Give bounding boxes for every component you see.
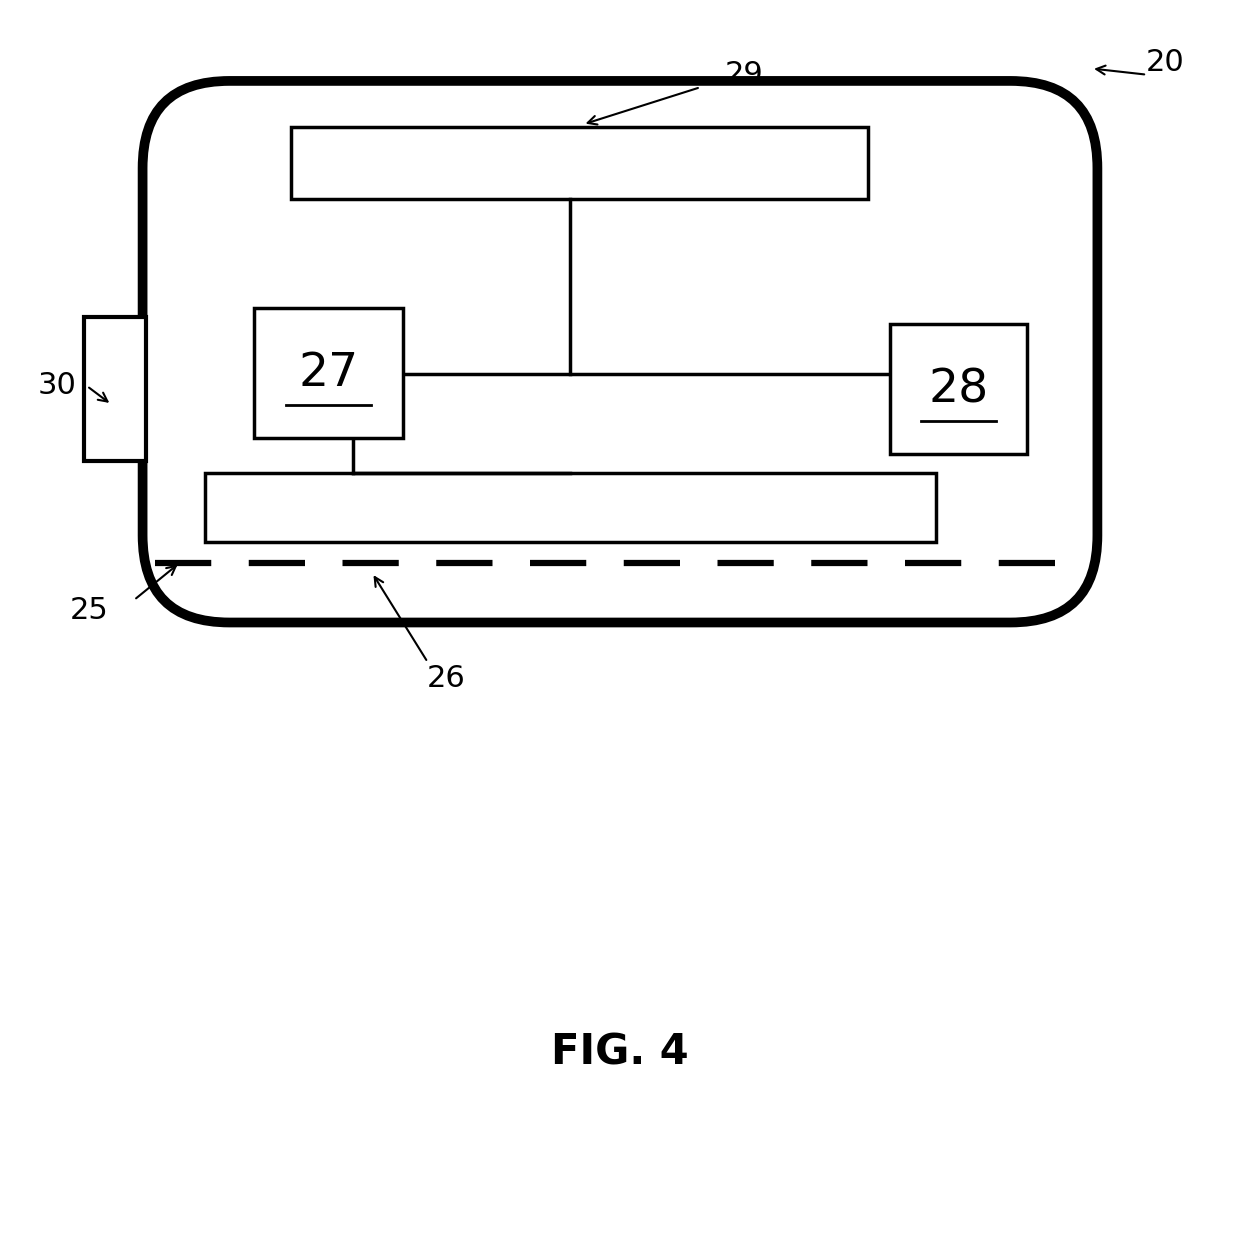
Bar bbox=[84, 317, 146, 461]
Bar bbox=[291, 127, 868, 199]
Bar bbox=[205, 473, 936, 542]
Text: 28: 28 bbox=[929, 367, 988, 412]
Text: 30: 30 bbox=[37, 371, 77, 401]
Text: 27: 27 bbox=[299, 351, 358, 396]
Text: 26: 26 bbox=[427, 664, 466, 693]
Bar bbox=[890, 324, 1027, 454]
Text: FIG. 4: FIG. 4 bbox=[552, 1031, 688, 1073]
Text: 20: 20 bbox=[1146, 47, 1185, 77]
Text: 25: 25 bbox=[69, 595, 109, 625]
FancyBboxPatch shape bbox=[143, 81, 1097, 622]
Text: 29: 29 bbox=[724, 60, 764, 90]
Bar bbox=[254, 308, 403, 438]
